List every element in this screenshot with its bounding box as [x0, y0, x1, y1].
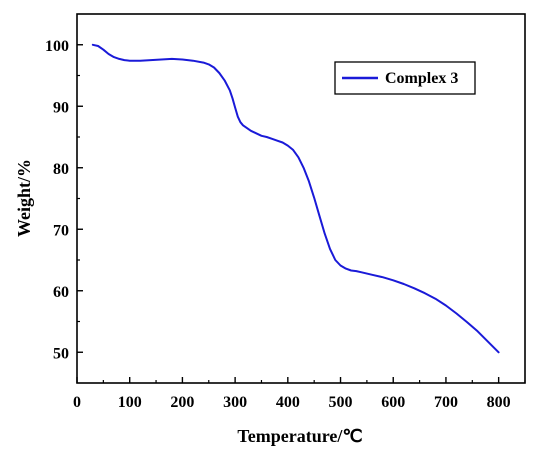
x-axis-title: Temperature/℃ [237, 426, 362, 446]
y-tick-label: 90 [53, 99, 69, 116]
x-tick-label: 500 [329, 394, 353, 411]
x-tick-label: 200 [170, 394, 194, 411]
y-tick-label: 60 [53, 284, 69, 301]
y-tick-label: 80 [53, 161, 69, 178]
legend: Complex 3 [334, 61, 476, 95]
y-tick-label: 50 [53, 345, 69, 362]
legend-box [334, 61, 476, 95]
y-tick-label: 70 [53, 222, 69, 239]
x-tick-label: 600 [381, 394, 405, 411]
y-axis: 50 60 70 80 90 100 [45, 38, 83, 362]
x-tick-label: 300 [223, 394, 247, 411]
series-line-complex-3 [91, 43, 500, 354]
x-tick-label: 0 [73, 394, 81, 411]
x-axis: 0 100 200 300 400 500 600 700 800 [73, 377, 526, 411]
legend-label-complex-3: Complex 3 [385, 70, 458, 87]
y-tick-label: 100 [45, 38, 69, 55]
x-tick-label: 700 [434, 394, 458, 411]
x-tick-label: 100 [118, 394, 142, 411]
x-tick-label: 400 [276, 394, 300, 411]
x-tick-label: 800 [487, 394, 511, 411]
y-axis-title: Weight/% [14, 159, 34, 237]
